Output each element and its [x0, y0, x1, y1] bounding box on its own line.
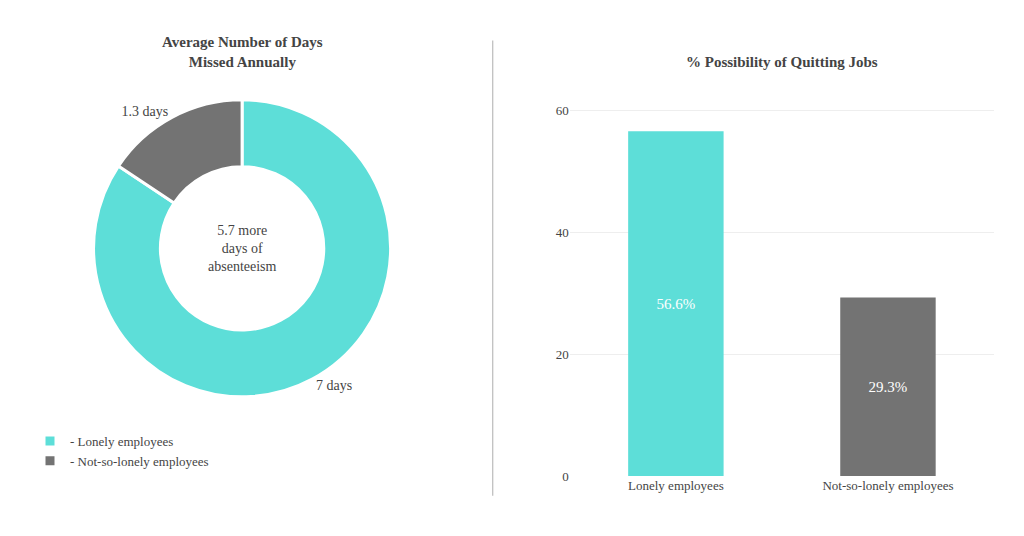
svg-text:% Possibility of Quitting Jobs: % Possibility of Quitting Jobs: [686, 54, 878, 70]
svg-text:0: 0: [562, 469, 569, 484]
svg-text:5.7 moredays ofabsenteeism: 5.7 moredays ofabsenteeism: [208, 223, 277, 274]
svg-text:Not-so-lonely employees: Not-so-lonely employees: [822, 478, 953, 493]
svg-text:- Lonely employees: - Lonely employees: [70, 434, 173, 449]
svg-text:29.3%: 29.3%: [869, 379, 908, 395]
svg-text:56.6%: 56.6%: [657, 296, 696, 312]
svg-text:40: 40: [556, 225, 569, 240]
svg-text:Average Number of DaysMissed A: Average Number of DaysMissed Annually: [162, 34, 323, 70]
svg-text:60: 60: [556, 103, 569, 118]
svg-text:1.3 days: 1.3 days: [122, 104, 169, 119]
svg-text:20: 20: [556, 347, 569, 362]
svg-text:7 days: 7 days: [316, 378, 352, 393]
svg-text:Lonely employees: Lonely employees: [628, 478, 724, 493]
svg-text:- Not-so-lonely employees: - Not-so-lonely employees: [70, 454, 209, 469]
